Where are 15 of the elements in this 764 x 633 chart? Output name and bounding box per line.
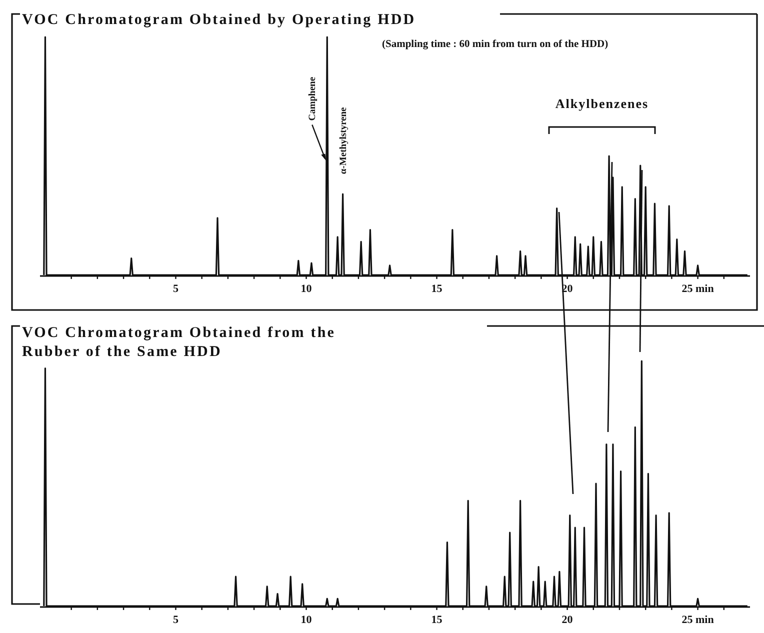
x-tick-label: 10	[300, 283, 312, 295]
x-tick-label: 15	[431, 283, 443, 295]
annotation: Alkylbenzenes	[555, 96, 649, 111]
annotation: α-Methylstyrene	[338, 107, 349, 174]
x-tick-label: 25 min	[682, 614, 714, 626]
chart-title: VOC Chromatogram Obtained from the Rubber of the Same HDD	[22, 325, 336, 360]
chart-title: VOC Chromatogram Obtained by Operating HDD	[22, 12, 416, 28]
x-tick-label: 10	[300, 614, 312, 626]
x-tick-label: 20	[562, 614, 574, 626]
x-tick-label: 5	[172, 614, 179, 626]
x-tick-label: 25 min	[682, 283, 714, 295]
x-tick-label: 15	[431, 614, 443, 626]
chart-subtitle: (Sampling time : 60 min from turn on of the HDD)	[382, 39, 609, 50]
x-tick-label: 5	[172, 283, 179, 295]
annotation: Camphene	[308, 76, 318, 121]
